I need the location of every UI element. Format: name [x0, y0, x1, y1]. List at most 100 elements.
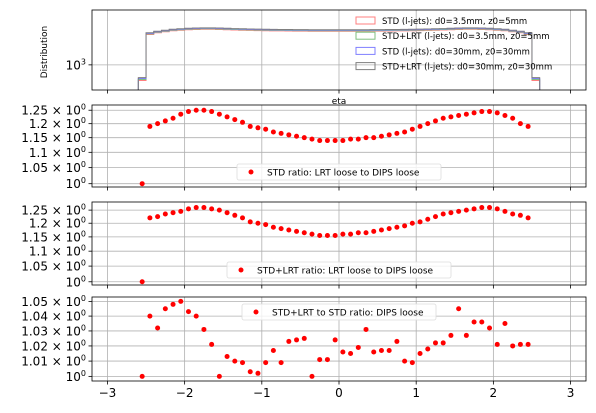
data-point — [232, 358, 238, 364]
data-point — [348, 350, 354, 356]
histogram-panel: 103 Distribution eta STD (l-jets): d0=3.… — [40, 9, 587, 107]
data-point — [487, 109, 493, 115]
data-point — [386, 132, 392, 138]
data-point — [494, 341, 500, 347]
data-point — [309, 231, 315, 237]
data-point — [525, 123, 531, 129]
data-point — [340, 231, 346, 237]
data-point — [471, 319, 477, 325]
x-tick-label: −1 — [253, 386, 271, 400]
data-point — [255, 220, 261, 226]
data-point — [216, 373, 222, 379]
data-point — [201, 326, 207, 332]
data-point — [286, 132, 292, 138]
data-point — [456, 306, 462, 312]
data-point — [386, 347, 392, 353]
y-tick-label: 1.15 × 100 — [21, 130, 86, 145]
data-point — [263, 126, 269, 132]
data-point — [216, 207, 222, 213]
legend-marker — [253, 309, 259, 315]
data-point — [139, 181, 145, 187]
data-point — [517, 341, 523, 347]
legend-swatch — [355, 31, 376, 40]
y-tick-label: 1.05 × 100 — [21, 160, 86, 175]
data-point — [378, 227, 384, 233]
histogram-grid — [92, 10, 586, 90]
x-tick-label: 3 — [567, 386, 575, 400]
data-point — [417, 350, 423, 356]
y-tick-label: 1.02 × 100 — [21, 338, 86, 353]
data-point — [255, 125, 261, 131]
data-point — [232, 212, 238, 218]
data-point — [378, 347, 384, 353]
std-ratio-grid — [92, 105, 586, 187]
y-tick-label: 100 — [66, 369, 86, 384]
data-point — [294, 337, 300, 343]
data-point — [378, 133, 384, 139]
data-point — [185, 309, 191, 315]
data-point — [456, 113, 462, 119]
data-point — [332, 138, 338, 144]
data-point — [448, 114, 454, 120]
data-point — [270, 347, 276, 353]
data-point — [386, 226, 392, 232]
data-point — [270, 129, 276, 135]
data-point — [340, 349, 346, 355]
data-point — [355, 136, 361, 142]
stdlrt-ratio-points — [139, 205, 531, 285]
y-tick-label: 1.05 × 100 — [21, 259, 86, 274]
data-point — [278, 360, 284, 366]
x-tick-label: −3 — [99, 386, 117, 400]
data-point — [162, 211, 168, 217]
data-point — [502, 113, 508, 119]
data-point — [340, 138, 346, 144]
data-point — [440, 211, 446, 217]
y-tick-label: 103 — [66, 57, 86, 72]
data-point — [394, 338, 400, 344]
data-point — [317, 138, 323, 144]
y-tick-label: 1.2 × 100 — [29, 116, 86, 131]
stdlrt-to-std-points — [139, 298, 531, 379]
stdlrt-ratio-legend: STD+LRT ratio: LRT loose to DIPS loose — [226, 261, 452, 279]
data-point — [510, 211, 516, 217]
data-point — [162, 306, 168, 312]
x-tick-label: 0 — [335, 386, 343, 400]
data-point — [278, 226, 284, 232]
data-point — [147, 215, 153, 221]
data-point — [432, 118, 438, 124]
std-ratio-legend: STD ratio: LRT loose to DIPS loose — [236, 163, 442, 181]
data-point — [363, 230, 369, 236]
data-point — [301, 135, 307, 141]
data-point — [394, 130, 400, 136]
data-point — [432, 214, 438, 220]
data-point — [193, 313, 199, 319]
data-point — [494, 206, 500, 212]
data-point — [301, 335, 307, 341]
y-tick-label: 1.1 × 100 — [29, 145, 86, 160]
data-point — [170, 210, 176, 216]
legend-label: STD (l-jets): d0=30mm, z0=30mm — [382, 47, 530, 57]
y-tick-label: 100 — [66, 274, 86, 289]
data-point — [448, 210, 454, 216]
data-point — [363, 135, 369, 141]
data-point — [409, 220, 415, 226]
data-point — [494, 110, 500, 116]
y-tick-label: 100 — [66, 176, 86, 191]
histogram-y-ticks: 103 — [66, 57, 92, 72]
data-point — [317, 232, 323, 238]
data-point — [425, 121, 431, 127]
legend-swatch — [355, 46, 376, 55]
data-point — [240, 215, 246, 221]
data-point — [185, 109, 191, 115]
stdlrt-ratio-x-ticks — [107, 285, 571, 289]
data-point — [525, 341, 531, 347]
data-point — [178, 298, 184, 304]
stdlrt-to-std-legend: STD+LRT to STD ratio: DIPS loose — [241, 303, 437, 321]
data-point — [286, 338, 292, 344]
data-point — [139, 279, 145, 285]
data-point — [170, 115, 176, 121]
stdlrt-to-std-x-ticks: −3 −2 −1 0 1 2 3 — [99, 381, 575, 400]
